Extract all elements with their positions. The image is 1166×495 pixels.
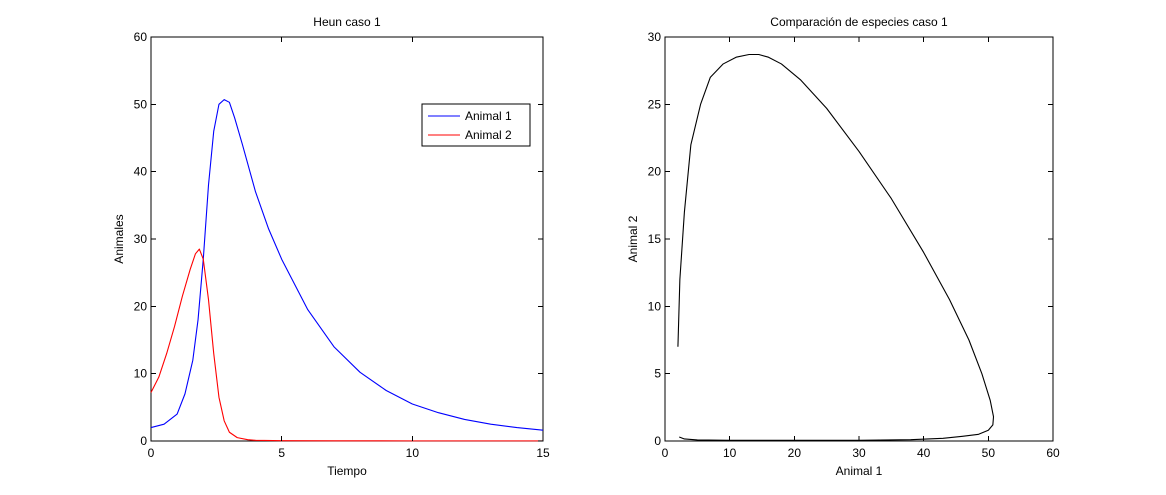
y-tick-label: 5: [654, 367, 661, 381]
y-axis-label: Animal 2: [626, 215, 640, 262]
plot-area-frame: [150, 36, 544, 442]
x-tick-label: 10: [406, 446, 420, 460]
x-axis-label: Animal 1: [836, 464, 883, 478]
y-tick-label: 30: [134, 232, 148, 246]
y-tick-label: 15: [648, 232, 662, 246]
series-line-trajectory: [677, 53, 995, 441]
x-tick-label: 0: [662, 446, 669, 460]
series-line-animal-1: [150, 99, 544, 431]
x-tick-label: 15: [536, 446, 550, 460]
x-tick-label: 40: [917, 446, 931, 460]
x-tick-label: 20: [788, 446, 802, 460]
x-axis-label: Tiempo: [327, 464, 367, 478]
y-tick-label: 60: [134, 30, 148, 44]
y-tick-label: 0: [140, 434, 147, 448]
chart-title: Comparación de especies caso 1: [770, 15, 948, 29]
right-chart: 0 10 20 30 40 50 60 0 5 10 15 20 25 30 Comparación de …: [626, 15, 1060, 478]
series-line-animal-2: [150, 248, 543, 442]
y-tick-label: 10: [134, 367, 148, 381]
chart-title: Heun caso 1: [313, 15, 381, 29]
y-tick-label: 0: [654, 434, 661, 448]
y-axis-label: Animales: [112, 214, 126, 263]
legend-entry-label: Animal 2: [465, 128, 512, 142]
y-tick-label: 30: [648, 30, 662, 44]
x-tick-label: 0: [148, 446, 155, 460]
x-tick-label: 60: [1046, 446, 1060, 460]
y-tick-label: 20: [648, 165, 662, 179]
legend-box: [421, 103, 531, 147]
y-tick-label: 40: [134, 165, 148, 179]
x-tick-label: 30: [852, 446, 866, 460]
y-tick-label: 50: [134, 97, 148, 111]
plot-area-frame: [664, 36, 1054, 442]
y-tick-label: 10: [648, 299, 662, 313]
legend-entry-label: Animal 1: [465, 109, 512, 123]
legend: Animal 1 Animal 2: [421, 103, 531, 147]
y-tick-label: 25: [648, 97, 662, 111]
y-tick-label: 20: [134, 299, 148, 313]
x-tick-label: 5: [278, 446, 285, 460]
x-tick-label: 10: [723, 446, 737, 460]
left-chart: 0 5 10 15 0 10 20 30 40 50 60 Heun caso 1 Tiempo Anim…: [112, 15, 550, 478]
x-tick-label: 50: [982, 446, 996, 460]
